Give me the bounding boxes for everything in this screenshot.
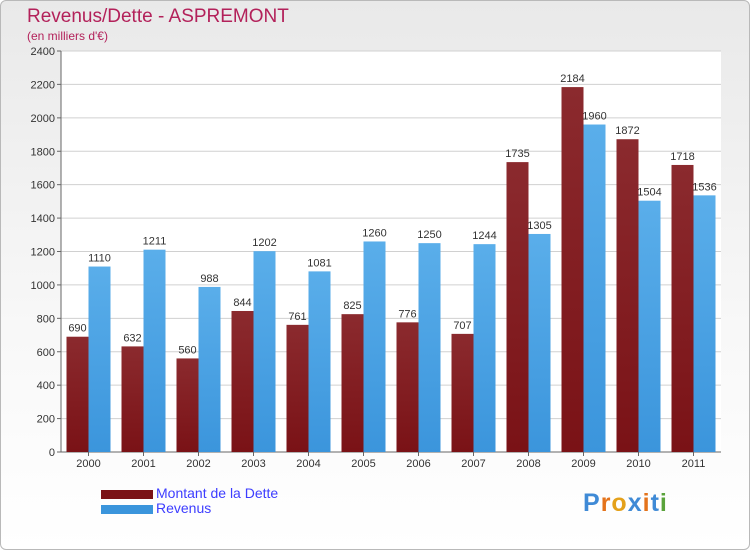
chart-title: Revenus/Dette - ASPREMONT xyxy=(27,6,289,27)
bar-revenus xyxy=(308,271,331,452)
logo-letter: P xyxy=(583,489,601,517)
legend-swatch-revenus xyxy=(101,505,153,514)
bar-revenus xyxy=(363,241,386,452)
x-tick-label: 2008 xyxy=(516,458,540,470)
legend-swatch-dette xyxy=(101,490,153,499)
bar-dette xyxy=(66,336,89,452)
x-tick-label: 2006 xyxy=(406,458,430,470)
bar-dette xyxy=(231,310,254,452)
bar-dette xyxy=(671,164,694,452)
bar-revenus xyxy=(198,286,221,452)
y-tick-label: 1000 xyxy=(31,280,55,292)
data-label-dette: 632 xyxy=(123,332,141,344)
data-label-dette: 761 xyxy=(288,311,306,323)
chart-subtitle: (en milliers d'€) xyxy=(27,29,108,43)
bar-revenus xyxy=(583,124,606,453)
data-label-dette: 844 xyxy=(233,297,251,309)
x-tick-label: 2002 xyxy=(186,458,210,470)
data-label-revenus: 1260 xyxy=(362,227,386,239)
x-tick-label: 2005 xyxy=(351,458,375,470)
data-label-revenus: 988 xyxy=(200,273,218,285)
data-label-dette: 1735 xyxy=(505,148,529,160)
bar-dette xyxy=(451,333,474,452)
proxiti-logo: Proxiti xyxy=(583,489,668,518)
data-label-revenus: 1202 xyxy=(252,237,276,249)
y-tick-label: 200 xyxy=(37,414,55,426)
bar-revenus xyxy=(143,249,166,452)
bar-dette xyxy=(286,324,309,452)
data-label-revenus: 1244 xyxy=(472,230,496,242)
y-tick-label: 1600 xyxy=(31,180,55,192)
x-tick-label: 2007 xyxy=(461,458,485,470)
data-label-dette: 1872 xyxy=(615,125,639,137)
y-tick-label: 1200 xyxy=(31,247,55,259)
data-label-revenus: 1536 xyxy=(692,181,716,193)
bar-revenus xyxy=(638,200,661,452)
bar-revenus xyxy=(88,266,111,452)
y-tick-label: 600 xyxy=(37,347,55,359)
bar-revenus xyxy=(418,243,441,452)
bar-dette xyxy=(176,358,199,452)
logo-letter: r xyxy=(600,489,612,517)
y-tick-label: 800 xyxy=(37,313,55,325)
logo-letter: o xyxy=(611,489,628,517)
x-tick-label: 2010 xyxy=(626,458,650,470)
bar-revenus xyxy=(253,251,276,452)
x-tick-label: 2000 xyxy=(76,458,100,470)
logo-letter: i xyxy=(642,489,651,517)
data-label-revenus: 1305 xyxy=(527,220,551,232)
bar-dette xyxy=(121,346,144,452)
data-label-dette: 707 xyxy=(453,320,471,332)
x-tick-label: 2011 xyxy=(682,458,706,470)
bar-revenus xyxy=(473,244,496,452)
logo-letter: t xyxy=(650,489,660,517)
data-label-dette: 1718 xyxy=(670,151,694,163)
data-label-revenus: 1504 xyxy=(637,187,661,199)
x-tick-label: 2009 xyxy=(571,458,595,470)
data-label-dette: 560 xyxy=(178,344,196,356)
bar-dette xyxy=(616,139,639,452)
y-tick-label: 1800 xyxy=(31,146,55,158)
data-label-dette: 2184 xyxy=(560,73,584,85)
y-tick-label: 1400 xyxy=(31,213,55,225)
logo-letter: x xyxy=(627,489,643,517)
data-label-dette: 776 xyxy=(398,308,416,320)
bar-revenus xyxy=(693,195,716,453)
legend-label-revenus: Revenus xyxy=(156,500,212,516)
y-tick-label: 400 xyxy=(37,380,55,392)
bar-dette xyxy=(506,162,529,452)
x-tick-label: 2004 xyxy=(296,458,320,470)
data-label-dette: 690 xyxy=(68,323,86,335)
bar-dette xyxy=(396,322,419,452)
data-label-revenus: 1110 xyxy=(88,253,111,265)
y-tick-label: 2200 xyxy=(31,79,55,91)
y-tick-label: 2400 xyxy=(31,46,55,58)
logo-letter: i xyxy=(659,489,668,517)
data-label-revenus: 1250 xyxy=(417,229,441,241)
data-label-revenus: 1211 xyxy=(143,236,167,248)
bar-dette xyxy=(561,87,584,452)
x-tick-label: 2001 xyxy=(131,458,155,470)
legend-label-dette: Montant de la Dette xyxy=(156,485,279,501)
x-tick-label: 2003 xyxy=(241,458,265,470)
data-label-dette: 825 xyxy=(343,300,361,312)
data-label-revenus: 1081 xyxy=(307,257,331,269)
data-label-revenus: 1960 xyxy=(582,111,606,123)
bar-revenus xyxy=(528,233,551,452)
bar-dette xyxy=(341,314,364,452)
y-tick-label: 0 xyxy=(49,447,55,459)
y-tick-label: 2000 xyxy=(31,113,55,125)
